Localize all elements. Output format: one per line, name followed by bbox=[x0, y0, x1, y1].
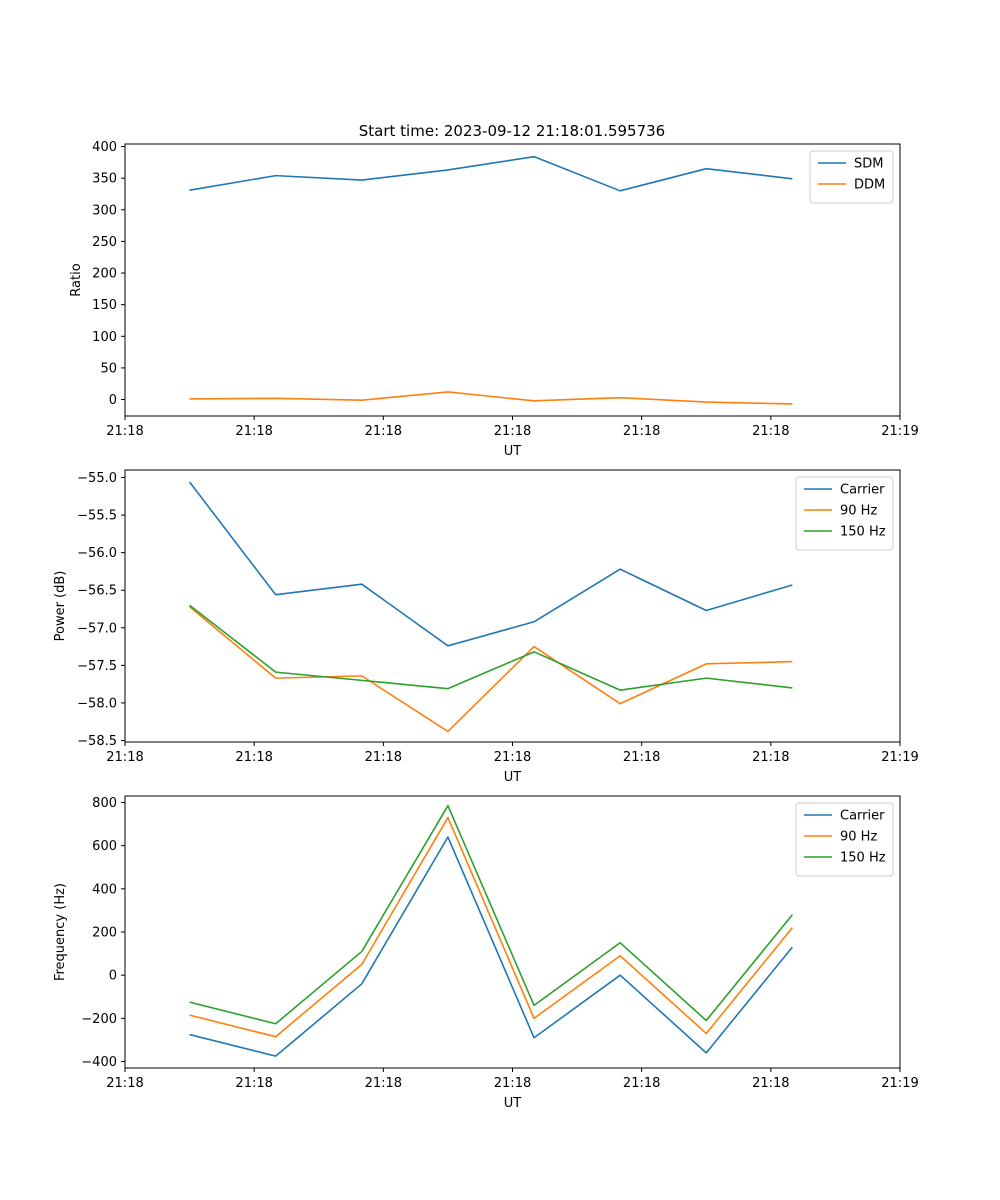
chart-3-x-tick-label: 21:18 bbox=[494, 1076, 531, 1091]
chart-3-x-tick-label: 21:18 bbox=[752, 1076, 789, 1091]
chart-1-x-axis-label: UT bbox=[504, 444, 522, 459]
chart-3-y-tick-label: −200 bbox=[81, 1012, 117, 1027]
chart-3-x-tick-label: 21:18 bbox=[365, 1076, 402, 1091]
chart-2-legend: Carrier 90 Hz 150 Hz bbox=[795, 476, 894, 551]
chart-2-y-tick-label: −56.5 bbox=[77, 584, 117, 599]
chart-2-y-tick-label: −55.5 bbox=[77, 509, 117, 524]
chart-2-y-tick-label: −57.0 bbox=[77, 621, 117, 636]
chart-1-y-tick-label: 50 bbox=[100, 361, 117, 376]
chart-1-x-tick-label: 21:18 bbox=[752, 424, 789, 439]
chart-1-legend-label-ddm: DDM bbox=[854, 178, 885, 193]
chart-2-x-tick-label: 21:18 bbox=[235, 750, 272, 765]
chart-3-series-line-150-hz bbox=[189, 804, 793, 1025]
chart-3-y-tick-label: 800 bbox=[92, 796, 117, 811]
chart-3-y-tick-label: 200 bbox=[92, 926, 117, 941]
chart-2-series-line-150-hz bbox=[189, 604, 793, 691]
chart-3-axes-frame bbox=[124, 795, 901, 1069]
chart-2-axes-frame bbox=[124, 469, 901, 743]
chart-1-y-tick-label: 150 bbox=[92, 298, 117, 313]
chart-2-x-tick-label: 21:18 bbox=[365, 750, 402, 765]
chart-3-y-tick-label: −400 bbox=[81, 1055, 117, 1070]
chart-2-series-line-90-hz bbox=[189, 606, 793, 733]
chart-1-y-tick-label: 350 bbox=[92, 172, 117, 187]
chart-2-y-tick-label: −57.5 bbox=[77, 659, 117, 674]
chart-1-y-tick-label: 0 bbox=[109, 393, 117, 408]
chart-1-y-tick-label: 400 bbox=[92, 140, 117, 155]
chart-1-series-line-ddm bbox=[189, 391, 793, 405]
chart-2-x-axis-label: UT bbox=[504, 770, 522, 785]
subplot-frequency: 21:18 21:18 21:18 21:18 21:18 21:18 21:19 −400 −… bbox=[53, 795, 919, 1111]
chart-1-x-tick-label: 21:18 bbox=[106, 424, 143, 439]
chart-2-y-tick-label: −55.0 bbox=[77, 471, 117, 486]
chart-2-y-tick-label: −58.0 bbox=[77, 696, 117, 711]
chart-3-series-line-90-hz bbox=[189, 816, 793, 1038]
chart-2-legend-label-90-hz: 90 Hz bbox=[840, 504, 877, 519]
chart-3-y-tick-label: 400 bbox=[92, 882, 117, 897]
chart-3-x-axis-label: UT bbox=[504, 1096, 522, 1111]
chart-2-y-axis-label: Power (dB) bbox=[53, 571, 68, 642]
chart-3-y-axis-label: Frequency (Hz) bbox=[53, 883, 68, 981]
chart-3-x-tick-label: 21:18 bbox=[235, 1076, 272, 1091]
chart-2-legend-label-150-hz: 150 Hz bbox=[840, 525, 886, 540]
chart-3-legend-label-150-hz: 150 Hz bbox=[840, 851, 886, 866]
chart-1-x-tick-label: 21:19 bbox=[881, 424, 918, 439]
chart-1-y-tick-label: 300 bbox=[92, 203, 117, 218]
chart-2-x-tick-label: 21:18 bbox=[752, 750, 789, 765]
chart-2-x-tick-label: 21:19 bbox=[881, 750, 918, 765]
chart-2-x-tick-label: 21:18 bbox=[494, 750, 531, 765]
figure-title: Start time: 2023-09-12 21:18:01.595736 bbox=[359, 122, 665, 140]
chart-2-x-tick-label: 21:18 bbox=[623, 750, 660, 765]
chart-3-legend: Carrier 90 Hz 150 Hz bbox=[795, 802, 894, 877]
chart-1-x-tick-label: 21:18 bbox=[235, 424, 272, 439]
chart-1-legend-label-sdm: SDM bbox=[854, 157, 883, 172]
subplot-power: 21:18 21:18 21:18 21:18 21:18 21:18 21:19 −55.0… bbox=[53, 469, 919, 785]
chart-1-x-tick-label: 21:18 bbox=[494, 424, 531, 439]
chart-3-legend-label-90-hz: 90 Hz bbox=[840, 830, 877, 845]
chart-1-legend-box bbox=[809, 150, 894, 204]
chart-2-series-line-carrier bbox=[188, 481, 793, 647]
chart-1-x-tick-label: 21:18 bbox=[365, 424, 402, 439]
chart-1-axes-frame bbox=[124, 143, 901, 417]
chart-3-y-tick-label: 600 bbox=[92, 839, 117, 854]
chart-1-x-tick-label: 21:18 bbox=[623, 424, 660, 439]
chart-1-y-tick-label: 200 bbox=[92, 267, 117, 282]
chart-3-x-tick-label: 21:18 bbox=[106, 1076, 143, 1091]
chart-3-x-tick-label: 21:19 bbox=[881, 1076, 918, 1091]
chart-2-y-tick-label: −58.5 bbox=[77, 734, 117, 749]
subplot-ratio: 21:18 21:18 21:18 21:18 21:18 21:18 21:19 0 50 10… bbox=[69, 140, 919, 459]
chart-1-legend: SDM DDM bbox=[809, 150, 894, 204]
chart-1-series-line-sdm bbox=[189, 155, 793, 192]
chart-3-x-tick-label: 21:18 bbox=[623, 1076, 660, 1091]
chart-2-legend-label-carrier: Carrier bbox=[840, 483, 885, 498]
chart-1-y-tick-label: 250 bbox=[92, 235, 117, 250]
chart-2-x-tick-label: 21:18 bbox=[106, 750, 143, 765]
chart-1-y-axis-label: Ratio bbox=[69, 263, 84, 296]
chart-2-y-tick-label: −56.0 bbox=[77, 546, 117, 561]
chart-3-series-line-carrier bbox=[189, 836, 793, 1057]
chart-1-y-tick-label: 100 bbox=[92, 330, 117, 345]
chart-3-y-tick-label: 0 bbox=[109, 969, 117, 984]
chart-3-legend-label-carrier: Carrier bbox=[840, 809, 885, 824]
